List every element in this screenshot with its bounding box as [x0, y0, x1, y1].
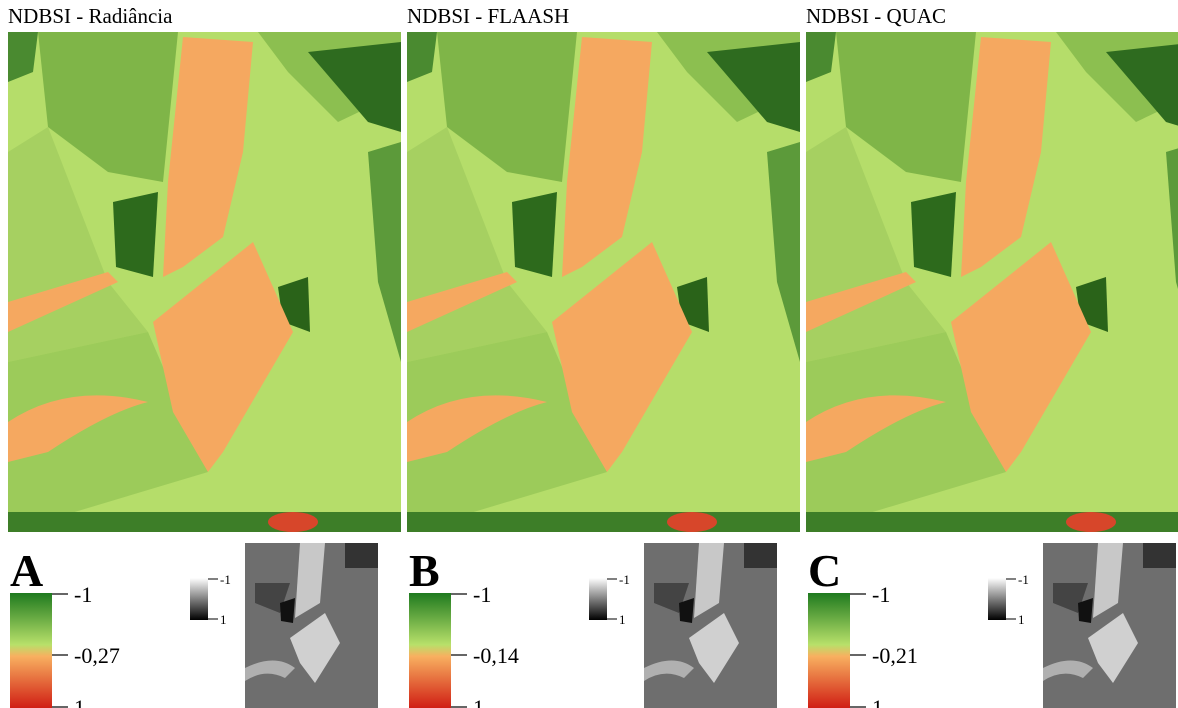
panel-letter: B [409, 545, 440, 596]
gray-bar [190, 578, 208, 620]
gray-bar-label: -1 [1018, 572, 1029, 587]
gray-thumbnail [245, 543, 378, 708]
gray-bar [589, 578, 607, 620]
gray-thumbnail [644, 543, 777, 708]
panel-letter: C [808, 545, 841, 596]
map-image [8, 32, 401, 532]
color-bar-label: -0,21 [872, 643, 918, 668]
figure: NDBSI - RadiânciaA-1-0,271-11NDBSI - FLA… [0, 0, 1178, 708]
panel-title: NDBSI - FLAASH [407, 4, 569, 28]
panel: NDBSI - QUAC C -1 -0,21 1 -1 1 [806, 4, 1178, 708]
panel-title: NDBSI - Radiância [8, 4, 173, 28]
color-bar [409, 593, 451, 708]
gray-bar [988, 578, 1006, 620]
color-bar-label: -0,27 [74, 643, 120, 668]
gray-bar-label: 1 [619, 612, 626, 627]
color-bar-label: 1 [74, 695, 85, 708]
color-bar-label: 1 [872, 695, 883, 708]
map-image [806, 32, 1178, 532]
panel: NDBSI - Radiância A -1 -0,27 1 -1 1 [8, 4, 401, 708]
color-bar [10, 593, 52, 708]
gray-bar-label: 1 [1018, 612, 1025, 627]
gray-bar-label: -1 [220, 572, 231, 587]
color-bar-label: 1 [473, 695, 484, 708]
color-bar-label: -1 [872, 582, 890, 607]
gray-bar-label: -1 [619, 572, 630, 587]
color-bar-label: -1 [74, 582, 92, 607]
color-bar [808, 593, 850, 708]
map-image [407, 32, 800, 532]
color-bar-label: -0,14 [473, 643, 519, 668]
gray-bar-label: 1 [220, 612, 227, 627]
panel-letter: A [10, 545, 43, 596]
panel-title: NDBSI - QUAC [806, 4, 946, 28]
gray-thumbnail [1043, 543, 1176, 708]
color-bar-label: -1 [473, 582, 491, 607]
panel: NDBSI - FLAASH B -1 -0,14 1 -1 1 [407, 4, 800, 708]
